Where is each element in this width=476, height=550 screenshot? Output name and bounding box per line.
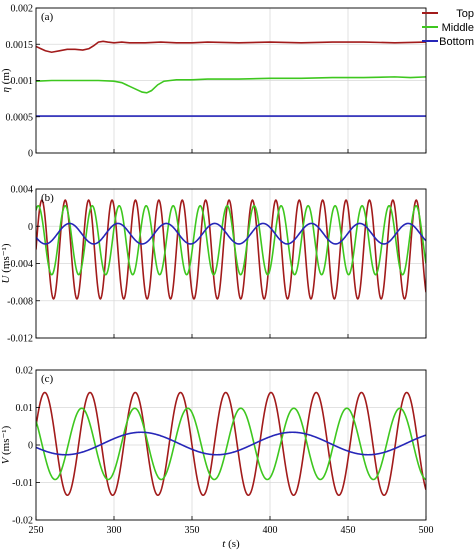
x-tick-label: 250	[29, 525, 44, 536]
y-axis-unit: (ms⁻¹)	[0, 425, 12, 455]
series-middle	[36, 204, 426, 276]
x-axis-unit: (s)	[228, 538, 240, 550]
y-tick-label: 0.002	[11, 4, 34, 15]
y-tick-label: 0.001	[11, 76, 34, 87]
x-axis-label: t (s)	[222, 538, 240, 550]
x-tick-label: 500	[419, 525, 434, 536]
series-top	[36, 40, 426, 54]
series-bottom	[36, 431, 426, 456]
y-tick-label: -0.008	[7, 296, 33, 307]
y-axis-unit: (ms⁻¹)	[0, 243, 12, 273]
series-top	[36, 199, 426, 300]
y-axis-unit: (m)	[0, 68, 12, 84]
legend-label-top: Top	[456, 8, 474, 20]
y-axis-symbol: η	[0, 84, 12, 92]
y-tick-label: 0.01	[16, 403, 34, 414]
y-tick-label: 0	[28, 222, 33, 233]
series-bottom	[36, 222, 426, 245]
x-tick-label: 450	[341, 525, 356, 536]
legend-label-bottom: Bottom	[439, 36, 474, 48]
y-tick-label: 0	[28, 441, 33, 452]
y-axis-symbol: V	[0, 455, 12, 464]
y-tick-label: 0.0015	[6, 40, 34, 51]
panel-label: (a)	[41, 11, 54, 23]
y-tick-label: 0.02	[16, 366, 34, 377]
x-axis-symbol: t	[222, 538, 228, 550]
legend-label-middle: Middle	[442, 22, 474, 34]
y-tick-label: 0.0005	[6, 112, 34, 123]
y-axis-symbol: U	[0, 273, 12, 284]
x-tick-label: 350	[185, 525, 200, 536]
y-tick-label: 0.004	[11, 185, 34, 196]
panel-c: -0.02 -0.01 0 0.01 0.02 250 300 350 400 450 500 (c)…	[0, 366, 434, 550]
panel-a: 0 0.0005 0.001 0.0015 0.002 (a) η (m)	[0, 4, 427, 160]
y-axis-label: η (m)	[0, 68, 12, 92]
y-tick-label: -0.02	[12, 516, 33, 527]
series-middle	[36, 76, 426, 94]
panel-b: -0.012 -0.008 -0.004 0 0.004 (b) U (ms⁻¹)	[0, 185, 427, 345]
panel-label: (c)	[41, 373, 54, 385]
legend: Top Middle Bottom	[422, 8, 474, 48]
panel-label: (b)	[41, 192, 54, 204]
y-axis-label: U (ms⁻¹)	[0, 243, 12, 283]
y-tick-label: 0	[28, 149, 33, 160]
series-top	[36, 391, 426, 497]
y-axis-label: V (ms⁻¹)	[0, 425, 12, 464]
y-tick-label: -0.004	[7, 259, 33, 270]
y-tick-label: -0.012	[7, 334, 33, 345]
x-tick-label: 300	[107, 525, 122, 536]
x-tick-label: 400	[263, 525, 278, 536]
y-tick-label: -0.01	[12, 478, 33, 489]
series-middle	[36, 407, 426, 481]
